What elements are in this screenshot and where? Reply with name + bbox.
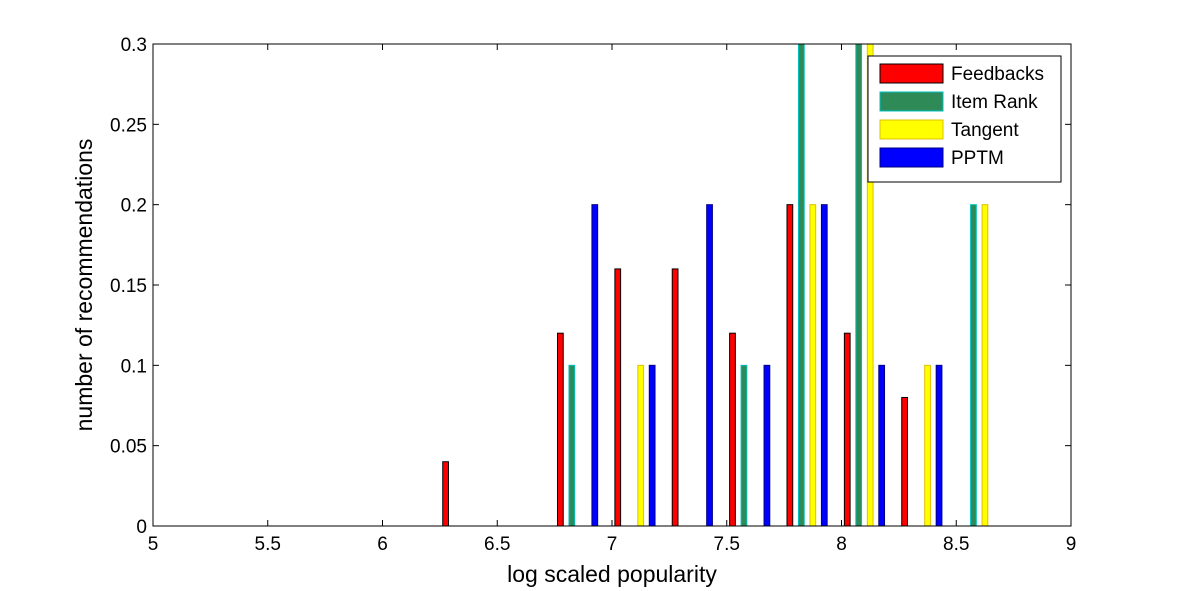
bar-tangent <box>924 364 931 527</box>
legend-label: Feedbacks <box>951 64 1044 85</box>
bar-feedbacks <box>556 332 564 527</box>
x-tick-label: 6 <box>377 534 388 555</box>
bar-tangent <box>981 204 989 527</box>
bar-pptm <box>878 364 886 527</box>
bar-feedbacks <box>729 332 736 527</box>
x-tick-label: 5 <box>148 534 159 555</box>
bar-feedbacks <box>786 204 794 527</box>
bar-feedbacks <box>671 268 679 527</box>
legend-label: Tangent <box>951 120 1019 141</box>
bar-feedbacks <box>614 268 622 527</box>
bar-pptm <box>648 364 656 527</box>
x-tick-label: 7 <box>607 534 618 555</box>
x-tick-label: 9 <box>1066 534 1077 555</box>
legend-swatch <box>879 147 944 168</box>
x-axis-label: log scaled popularity <box>507 561 717 587</box>
bar-item-rank <box>855 43 863 527</box>
y-tick-label: 0.3 <box>121 35 147 56</box>
axes-group: 5 5.5 6 6.5 7 7.5 8 8.5 9 0 0.05 0.1 0.15 0.2 0.25 0.3 <box>110 35 1076 555</box>
x-tick-label: 7.5 <box>714 534 740 555</box>
bar-feedbacks <box>843 332 851 527</box>
legend-swatch <box>879 119 944 140</box>
y-tick-label: 0 <box>136 517 147 538</box>
bar-pptm <box>820 204 828 527</box>
legend: Feedbacks Item Rank Tangent PPTM <box>867 55 1062 183</box>
bar-item-rank <box>568 364 576 527</box>
y-tick-label: 0.1 <box>121 356 147 377</box>
bar-feedbacks <box>901 396 908 527</box>
x-tick-label: 6.5 <box>484 534 510 555</box>
bar-tangent <box>637 364 645 527</box>
bar-item-rank <box>970 204 977 527</box>
y-axis-label: number of recommendations <box>71 139 97 432</box>
bar-pptm <box>591 204 599 527</box>
bar-item-rank <box>797 43 805 527</box>
bar-tangent <box>809 204 817 527</box>
x-tick-label: 8 <box>836 534 847 555</box>
x-tick-label: 8.5 <box>943 534 969 555</box>
y-tick-label: 0.2 <box>121 196 147 217</box>
legend-swatch <box>879 91 944 112</box>
legend-label: Item Rank <box>951 92 1038 113</box>
bar-feedbacks <box>442 461 449 527</box>
bar-pptm <box>763 364 771 527</box>
bar-pptm <box>706 204 713 527</box>
y-tick-label: 0.25 <box>110 115 147 136</box>
y-tick-label: 0.05 <box>110 437 147 458</box>
x-tick-label: 5.5 <box>255 534 281 555</box>
bar-pptm <box>935 364 943 527</box>
bar-item-rank <box>740 364 748 527</box>
legend-swatch <box>879 63 944 84</box>
legend-label: PPTM <box>951 148 1004 169</box>
y-tick-label: 0.15 <box>110 276 147 297</box>
